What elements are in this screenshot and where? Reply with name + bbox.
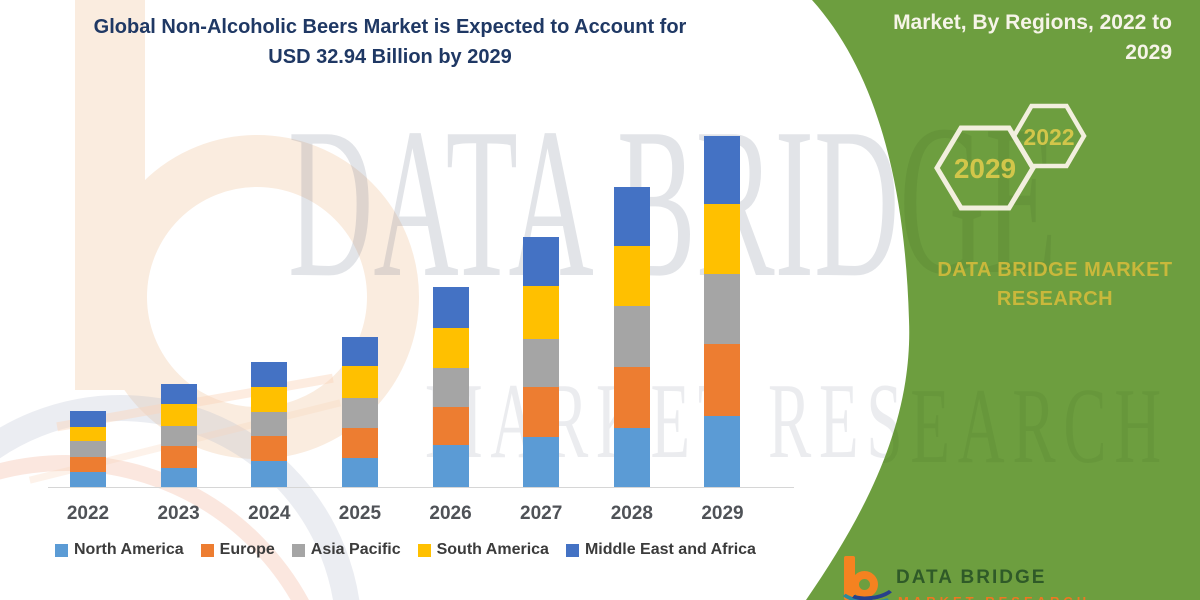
legend-item-asia-pacific: Asia Pacific: [291, 541, 401, 559]
bar-segment-south-america-2026: [432, 328, 469, 369]
legend: North America Europe Asia Pacific South Ame…: [55, 541, 756, 559]
logo-b-icon: [844, 556, 855, 600]
bar-segment-south-america-2028: [613, 246, 650, 306]
bar-segment-south-america-2029: [704, 203, 741, 274]
legend-item-north-america: North America: [55, 541, 184, 559]
legend-label: Asia Pacific: [310, 541, 401, 558]
chart-title-line2: USD 32.94 Billion by 2029: [268, 46, 512, 68]
bar-segment-middle-east-and-africa-2023: [160, 384, 197, 405]
bar-segment-europe-2028: [613, 367, 650, 429]
x-axis-label-2026: 2026: [429, 503, 472, 524]
legend-label: South America: [436, 541, 549, 558]
hexagon-2022-label: 2022: [1023, 124, 1074, 150]
bar-segment-europe-2027: [523, 386, 560, 437]
legend-swatch-icon: [565, 543, 579, 557]
legend-swatch-icon: [55, 543, 68, 557]
x-axis-label-2025: 2025: [338, 503, 382, 524]
x-axis-line: [48, 487, 794, 488]
legend-item-middle-east-and-africa: Middle East and Africa: [565, 541, 756, 559]
side-panel-brand-line2: RESEARCH: [996, 288, 1114, 310]
logo-b-bowl-icon: [851, 571, 878, 598]
legend-label: North America: [74, 541, 184, 558]
bar-segment-asia-pacific-2027: [523, 339, 560, 387]
bar-segment-south-america-2027: [523, 285, 560, 340]
bar-2027: [523, 237, 560, 487]
bar-segment-middle-east-and-africa-2028: [613, 186, 650, 247]
bar-segment-north-america-2025: [341, 458, 378, 487]
side-panel-heading: Market, By Regions, 2022 to 2029: [802, 8, 1172, 68]
chart-title-line1: Global Non-Alcoholic Beers Market is Exp…: [93, 16, 687, 38]
legend-swatch-icon: [291, 543, 305, 557]
legend-swatch-icon: [417, 543, 431, 557]
legend-label: Europe: [219, 541, 275, 558]
bar-segment-middle-east-and-africa-2026: [432, 286, 469, 329]
bar-segment-middle-east-and-africa-2027: [523, 237, 560, 286]
bar-segment-europe-2022: [70, 456, 106, 473]
bar-segment-asia-pacific-2029: [704, 273, 741, 345]
bar-segment-asia-pacific-2028: [613, 305, 650, 368]
bar-segment-north-america-2024: [251, 460, 288, 487]
bar-segment-north-america-2023: [160, 467, 197, 487]
side-panel-brand-text: DATA BRIDGE MARKET RESEARCH: [935, 256, 1175, 314]
footer-logo: DATA BRIDGE MARKET RESEARCH: [838, 550, 1178, 600]
bar-segment-europe-2029: [704, 344, 741, 416]
bar-2026: [432, 286, 469, 487]
x-axis-label-2024: 2024: [248, 503, 291, 524]
side-panel-heading-line1: Market, By Regions, 2022 to: [893, 11, 1172, 34]
hexagon-2022: [1011, 103, 1087, 169]
bar-segment-north-america-2027: [523, 436, 560, 487]
side-panel-brand-line1: DATA BRIDGE MARKET: [937, 259, 1173, 281]
bar-segment-north-america-2022: [70, 472, 106, 487]
bar-segment-middle-east-and-africa-2029: [704, 136, 741, 204]
legend-label: Middle East and Africa: [584, 541, 756, 558]
bar-2029: [704, 136, 741, 487]
bar-segment-north-america-2028: [613, 428, 650, 487]
bar-segment-middle-east-and-africa-2024: [251, 361, 288, 387]
bar-segment-north-america-2026: [432, 445, 469, 487]
panel-ghost-watermark-line2: MARKET RESEARCH: [425, 367, 1169, 486]
bar-segment-asia-pacific-2026: [432, 368, 469, 408]
x-axis-label-2023: 2023: [157, 503, 200, 524]
logo-brand-text: DATA BRIDGE: [896, 567, 1047, 588]
logo-sub-brand-text: MARKET RESEARCH: [898, 594, 1090, 600]
bar-segment-north-america-2029: [704, 415, 741, 487]
legend-swatch-icon: [200, 543, 214, 557]
hexagon-2029-label: 2029: [954, 153, 1016, 184]
bar-2028: [613, 186, 650, 487]
legend-item-south-america: South America: [417, 541, 549, 559]
x-axis-label-2027: 2027: [520, 503, 563, 524]
legend-item-europe: Europe: [200, 541, 275, 559]
x-axis-label-2028: 2028: [610, 503, 653, 524]
chart-title: Global Non-Alcoholic Beers Market is Exp…: [50, 12, 730, 72]
side-panel-heading-line2: 2029: [1125, 40, 1172, 64]
bar-segment-europe-2026: [432, 407, 469, 446]
side-panel-shape: [806, 0, 1200, 600]
x-axis-label-2022: 2022: [66, 503, 110, 524]
x-axis-label-2029: 2029: [701, 503, 744, 524]
